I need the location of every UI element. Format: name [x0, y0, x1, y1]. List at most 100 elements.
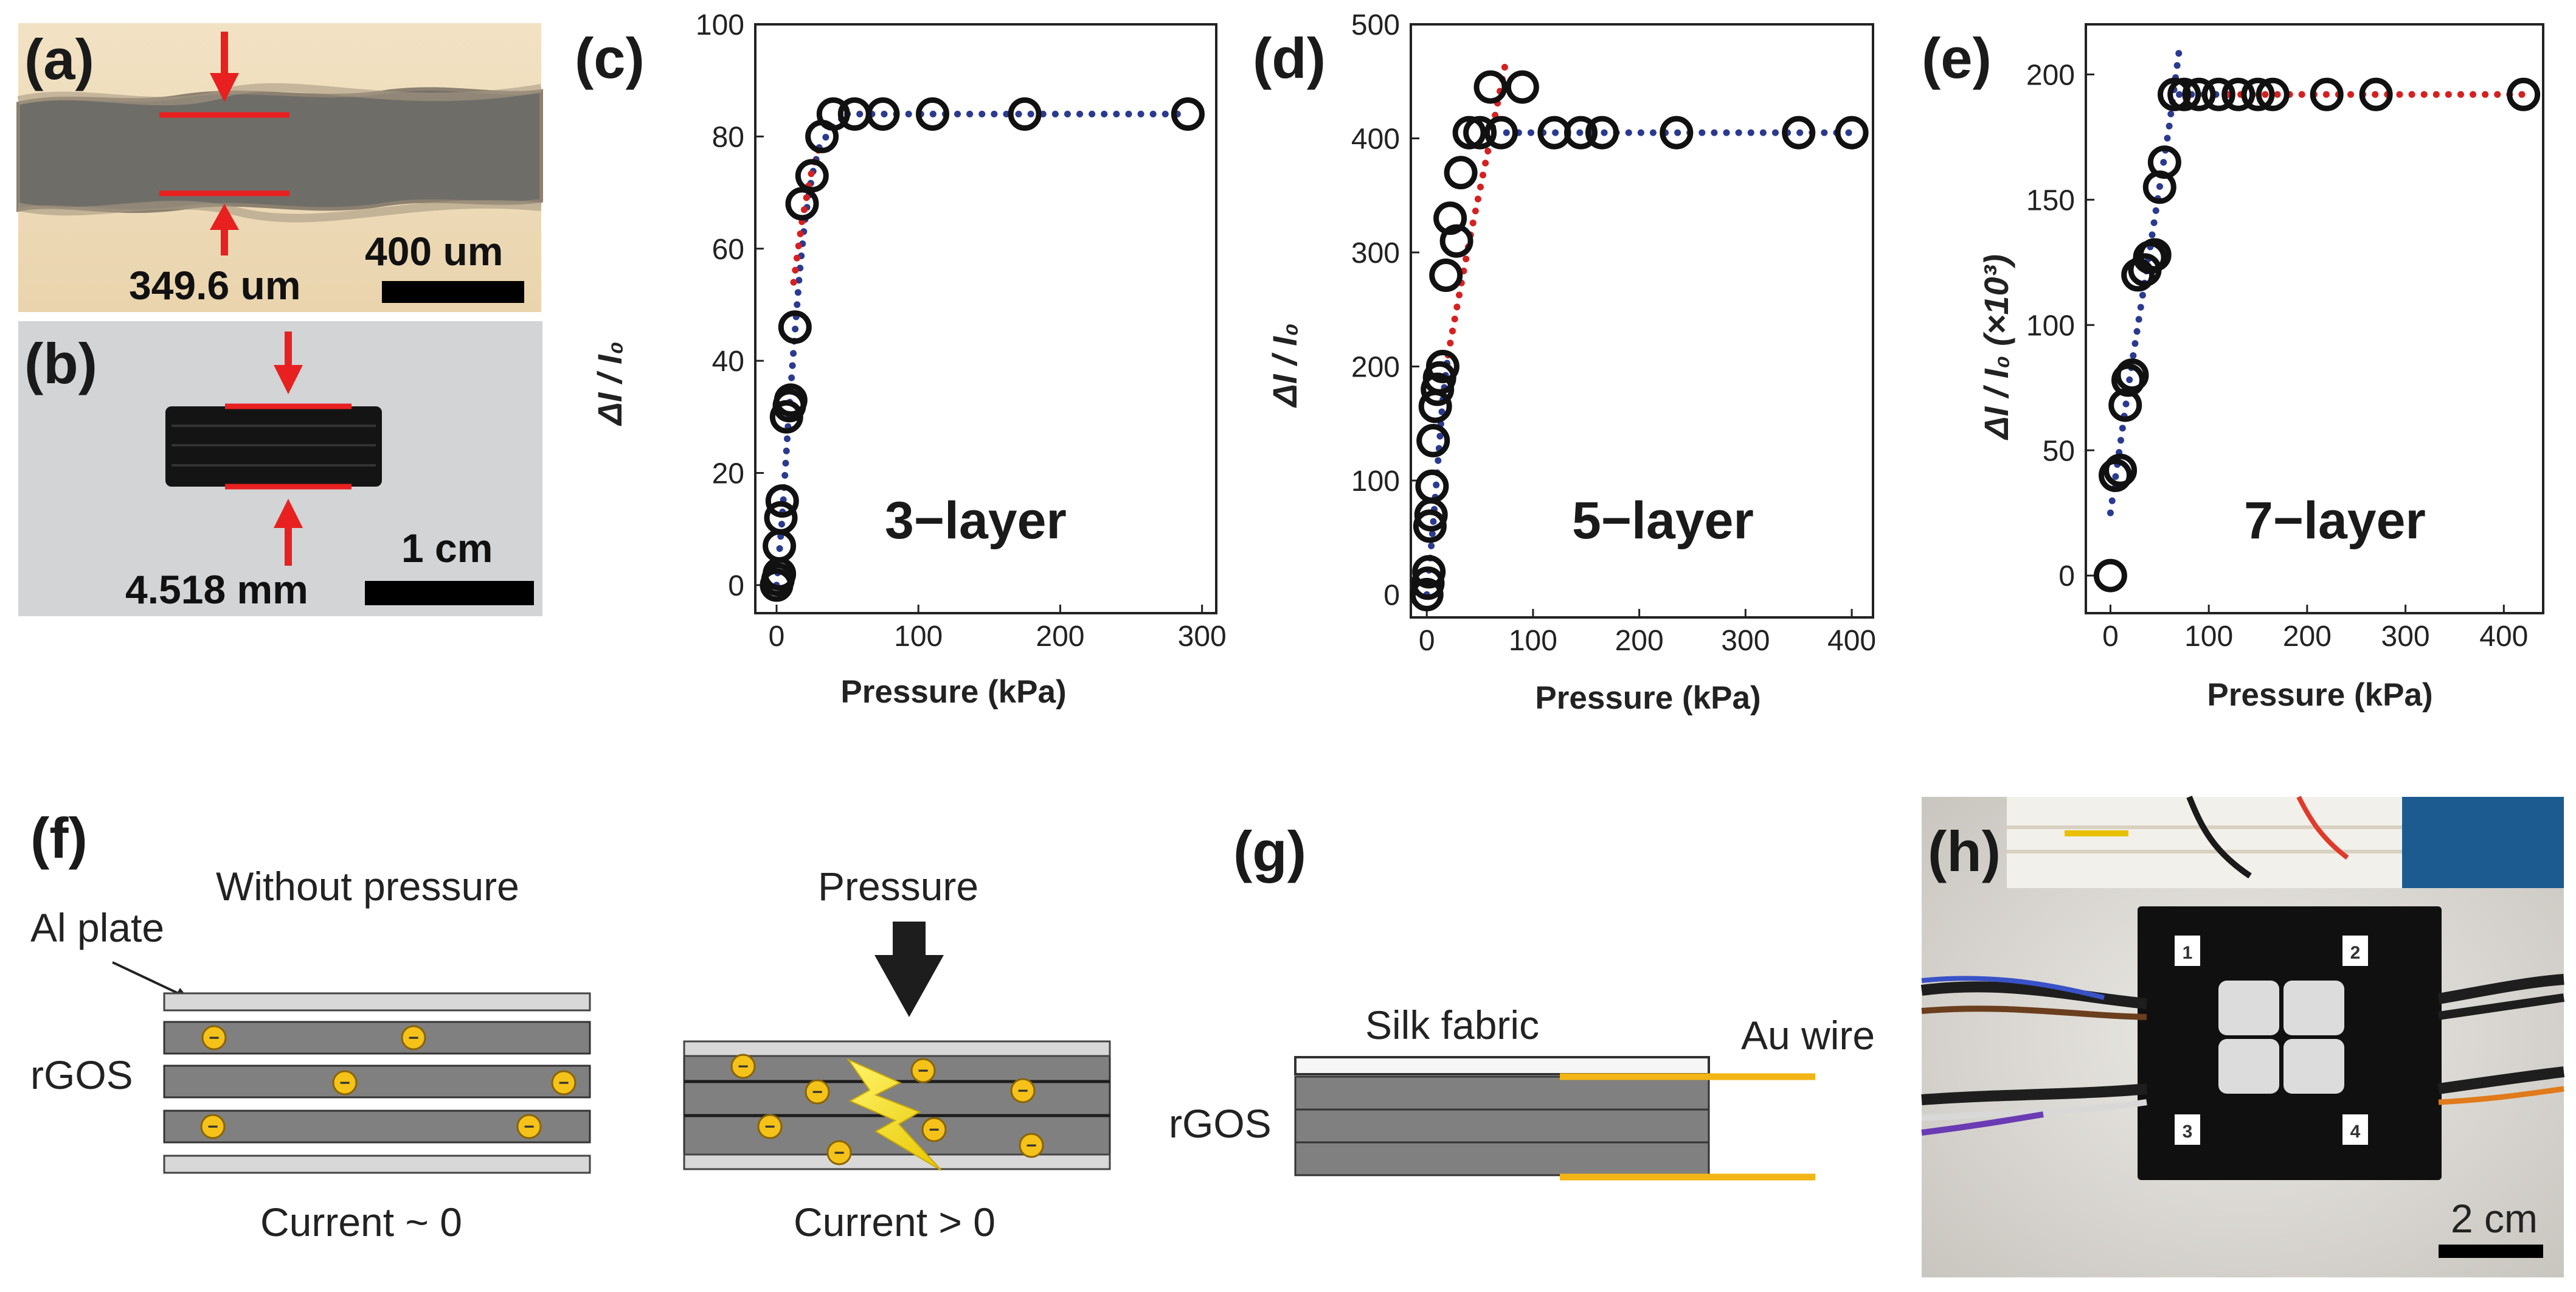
data-point — [816, 97, 850, 131]
x-axis-title-c: Pressure (kPa) — [840, 674, 1066, 710]
scale-bar-b — [365, 581, 534, 605]
y-tick-label: 200 — [1351, 352, 1400, 384]
y-axis-title-e: ΔI / I₀ (×10³) — [1977, 254, 2015, 440]
svg-text:−: − — [524, 1117, 535, 1137]
x-tick-label: 0 — [2102, 620, 2119, 653]
svg-text:−: − — [764, 1117, 775, 1137]
rgos-label-f: rGOS — [30, 1052, 133, 1097]
electron-icon: − — [551, 1070, 576, 1096]
panel-letter-f: (f) — [30, 806, 88, 870]
svg-text:−: − — [207, 1117, 218, 1137]
data-point — [1416, 423, 1450, 457]
x-axis-title-e: Pressure (kPa) — [2207, 677, 2432, 713]
al-plate-bottom — [683, 1153, 1111, 1170]
data-point — [1433, 201, 1467, 235]
data-point — [1415, 469, 1449, 503]
panel-letter-b: (b) — [24, 332, 97, 395]
chart-frame — [2085, 23, 2544, 614]
electron-icon: − — [200, 1114, 226, 1139]
y-tick-label: 200 — [2026, 59, 2075, 91]
y-tick-label: 0 — [2058, 560, 2075, 592]
y-tick-label: 400 — [1351, 123, 1400, 156]
x-tick-label: 100 — [1509, 625, 1557, 657]
data-point — [2241, 77, 2275, 111]
y-tick-label: 100 — [1351, 465, 1400, 498]
chart-label-c: 3−layer — [885, 491, 1067, 550]
data-point — [2147, 145, 2181, 179]
measure-label-a: 349.6 um — [129, 263, 301, 308]
electron-icon: − — [910, 1058, 936, 1083]
current-zero-label: Current ~ 0 — [260, 1200, 462, 1245]
y-tick-label: 40 — [712, 346, 744, 378]
data-point — [1564, 116, 1598, 150]
data-point — [1782, 116, 1816, 150]
pressure-arrow-icon — [874, 922, 944, 1017]
svg-text:−: − — [558, 1073, 569, 1093]
data-point — [1425, 350, 1459, 383]
y-tick-label: 20 — [712, 458, 744, 490]
y-axis-title-d: ΔI / I₀ — [1265, 323, 1304, 408]
y-tick-label: 50 — [2043, 435, 2075, 467]
data-point — [2099, 458, 2132, 492]
data-point — [778, 310, 812, 344]
sensor-pad — [2218, 1039, 2279, 1094]
al-plate-pointer — [112, 961, 188, 999]
y-tick-label: 80 — [712, 121, 744, 153]
panel-f-schematic: (f) Without pressure Al plate rGOS − − −… — [30, 806, 1111, 1245]
x-tick-label: 100 — [894, 620, 943, 653]
x-tick-label: 200 — [1036, 620, 1084, 653]
electron-icon: − — [730, 1054, 756, 1079]
data-point — [2507, 77, 2541, 111]
svg-text:3: 3 — [2183, 1122, 2193, 1142]
al-plate-top — [683, 1040, 1111, 1057]
fit-line — [1444, 55, 1510, 359]
chart-frame — [754, 23, 1217, 614]
without-pressure-label: Without pressure — [216, 864, 519, 909]
svg-text:−: − — [929, 1120, 940, 1140]
data-point — [2201, 77, 2235, 111]
electron-icon: − — [401, 1025, 426, 1051]
rgos-layer — [163, 1021, 591, 1055]
svg-text:−: − — [339, 1073, 350, 1093]
svg-text:−: − — [1017, 1081, 1028, 1101]
data-point — [2359, 77, 2393, 111]
svg-text:−: − — [918, 1061, 929, 1081]
data-point — [1410, 578, 1444, 611]
arrow-up-icon — [274, 499, 303, 566]
data-point — [2111, 363, 2145, 397]
data-point — [1660, 116, 1694, 150]
breadboard — [2007, 797, 2402, 888]
data-point — [764, 501, 798, 535]
al-plate-bottom — [163, 1155, 591, 1174]
x-tick-label: 200 — [1615, 625, 1664, 657]
chart-d: 0 100 200 300 400 0 100 200 300 400 500 (d) 5−laye… — [1253, 9, 1876, 716]
y-tick-label: 300 — [1351, 237, 1400, 269]
data-point — [1444, 156, 1478, 190]
data-point — [1411, 566, 1445, 600]
electron-icon: − — [201, 1025, 227, 1051]
data-point — [1585, 116, 1619, 150]
x-tick-label: 300 — [2381, 620, 2430, 653]
sensor-tag-2: 2 — [2342, 936, 2368, 966]
rgos-label-g: rGOS — [1169, 1101, 1272, 1146]
panel-a-micrograph: (a) 349.6 um 400 um — [16, 23, 543, 312]
svg-text:−: − — [812, 1082, 823, 1102]
x-tick-label: 0 — [769, 620, 785, 653]
data-point — [2256, 77, 2290, 111]
data-point — [795, 159, 829, 193]
chart-c: 0 100 200 300 0 20 40 60 80 100 (c) 3−layer Press… — [575, 9, 1227, 710]
scale-label-a: 400 um — [365, 229, 503, 274]
data-point — [1463, 116, 1497, 150]
sensor-tag-4: 4 — [2342, 1114, 2368, 1145]
measure-label-b: 4.518 mm — [125, 567, 308, 612]
rgos-layer — [1294, 1141, 1710, 1176]
data-point — [1505, 70, 1539, 104]
arrow-down-icon — [274, 332, 303, 394]
data-point — [1452, 116, 1486, 150]
y-tick-label: 0 — [1383, 580, 1400, 612]
microcontroller-board — [2402, 797, 2564, 888]
scale-bar-a — [382, 281, 524, 303]
electron-icon: − — [516, 1114, 542, 1139]
y-tick-label: 500 — [1351, 9, 1400, 41]
data-point — [1473, 70, 1508, 104]
